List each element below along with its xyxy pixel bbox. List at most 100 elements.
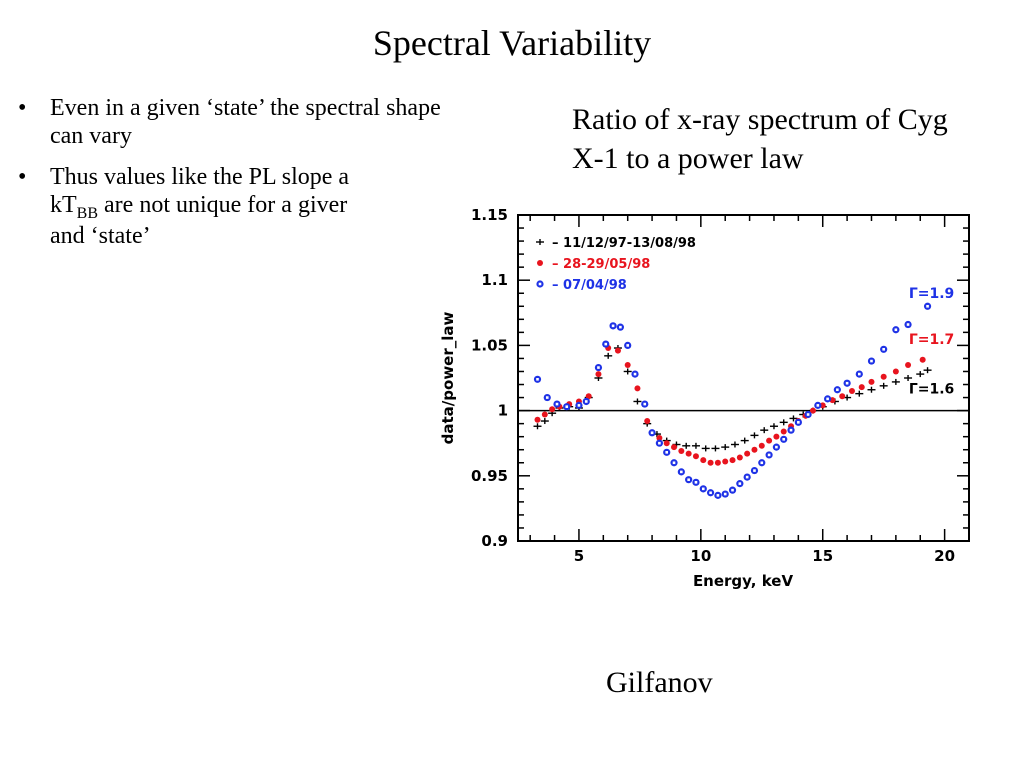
data-point: [773, 434, 779, 440]
data-point: [731, 442, 739, 448]
data-point: [715, 460, 721, 466]
x-tick-label: 20: [934, 547, 955, 565]
data-point: [765, 451, 772, 458]
x-tick-label: 10: [690, 547, 711, 565]
legend-item: – 07/04/98: [536, 278, 626, 293]
data-point: [839, 393, 845, 399]
data-point: [924, 367, 932, 373]
data-point: [644, 418, 650, 424]
y-tick-label: 0.95: [471, 467, 508, 485]
data-point: [892, 379, 900, 385]
bullet-text: kT: [50, 192, 77, 218]
data-point: [722, 490, 729, 497]
data-point: [615, 348, 621, 354]
data-point: [916, 371, 924, 377]
data-point: [721, 444, 729, 450]
data-point: [617, 324, 624, 331]
legend-label: – 07/04/98: [552, 278, 627, 293]
data-point: [535, 417, 541, 423]
data-point: [856, 370, 863, 377]
data-point: [670, 459, 677, 466]
bullet-marker: •: [18, 164, 26, 192]
data-point: [773, 444, 780, 451]
data-point: [702, 445, 710, 451]
data-point: [824, 395, 831, 402]
data-point: [805, 411, 812, 418]
bullet-text: Even in a given ‘state’ the spectral sha…: [50, 95, 441, 149]
data-point: [760, 427, 768, 433]
data-point: [624, 368, 632, 374]
data-point: [534, 376, 541, 383]
data-point: [744, 474, 751, 481]
data-point: [536, 239, 544, 245]
data-points: [534, 303, 932, 499]
data-point: [542, 412, 548, 418]
data-point: [711, 445, 719, 451]
data-point: [770, 423, 778, 429]
legend: – 11/12/97-13/08/98 – 28-29/05/98 – 07/04/…: [536, 236, 696, 293]
x-tick-label: 15: [812, 547, 833, 565]
data-point: [708, 460, 714, 466]
legend-label: – 28-29/05/98: [552, 257, 650, 272]
data-point: [536, 280, 543, 287]
bullet-text: Thus values like the PL slope a: [50, 164, 349, 190]
data-point: [583, 398, 590, 405]
data-point: [766, 438, 772, 444]
credit-author: Gilfanov: [606, 666, 713, 700]
series-annotation: Γ=1.9: [909, 286, 954, 302]
data-point: [892, 326, 899, 333]
data-point: [595, 371, 601, 377]
bullet-marker: •: [18, 95, 26, 123]
bullet-item: kTBB are not unique for a giver: [18, 192, 443, 223]
data-point: [534, 423, 542, 429]
bullet-item: • Even in a given ‘state’ the spectral sh…: [18, 95, 443, 150]
data-point: [868, 379, 874, 385]
data-point: [780, 419, 788, 425]
data-point: [686, 451, 692, 457]
data-point: [751, 447, 757, 453]
bullet-item: • Thus values like the PL slope a: [18, 164, 443, 192]
data-point: [905, 362, 911, 368]
y-tick-label: 1.15: [471, 206, 508, 224]
data-point: [714, 492, 721, 499]
chart-area: 0.9 0.95 1 1.05 1.1 1.15 5 10 15 20 – 11/12/97-1…: [393, 198, 973, 600]
data-point: [893, 368, 899, 374]
data-point: [736, 480, 743, 487]
data-point: [682, 443, 690, 449]
bullet-text: and ‘state’: [50, 223, 151, 249]
data-point: [787, 427, 794, 434]
legend-item: – 28-29/05/98: [537, 257, 650, 272]
data-point: [881, 374, 887, 380]
bullet-item: and ‘state’: [18, 223, 443, 251]
data-point: [722, 458, 728, 464]
bullet-subscript: BB: [77, 205, 98, 222]
data-point: [795, 419, 802, 426]
y-tick-label: 0.9: [481, 532, 508, 550]
data-point: [648, 429, 655, 436]
data-point: [549, 406, 555, 412]
data-point: [868, 357, 875, 364]
data-point: [678, 468, 685, 475]
data-point: [544, 394, 551, 401]
series-2: [534, 303, 931, 499]
data-point: [867, 387, 875, 393]
data-point: [634, 385, 640, 391]
data-point: [595, 364, 602, 371]
data-point: [693, 453, 699, 459]
data-point: [924, 303, 931, 310]
y-tick-label: 1.1: [481, 271, 508, 289]
y-tick-label: 1: [498, 402, 508, 420]
data-point: [834, 386, 841, 393]
data-point: [685, 476, 692, 483]
data-point: [729, 487, 736, 494]
data-point: [602, 340, 609, 347]
data-point: [609, 322, 616, 329]
data-point: [700, 457, 706, 463]
data-point: [671, 444, 677, 450]
series-1: [535, 345, 926, 466]
data-point: [849, 388, 855, 394]
data-point: [759, 443, 765, 449]
bullet-text-continued: are not unique for a giver: [98, 192, 347, 218]
data-point: [678, 448, 684, 454]
chart-caption: Ratio of x-ray spectrum of Cyg X-1 to a …: [572, 100, 972, 178]
